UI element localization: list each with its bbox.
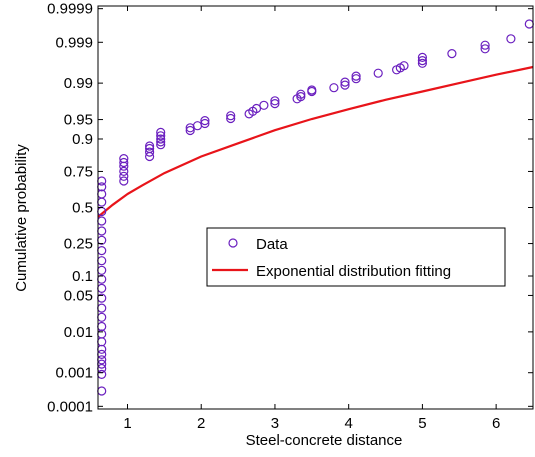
data-point [119,176,129,186]
data-point [119,157,129,168]
x-axis-label: Steel-concrete distance [246,432,403,449]
legend-box [206,227,506,287]
y-tick-label: 0.75 [64,163,93,180]
data-point [373,68,383,78]
data-point [270,96,280,106]
data-point [119,171,129,181]
legend-circle-marker [228,238,238,248]
data-point [351,74,361,84]
y-tick-label: 0.05 [64,287,93,304]
data-point [156,131,166,141]
data-point [351,71,361,81]
y-tick-label: 0.001 [55,365,93,382]
data-point [329,83,339,93]
data-point [145,143,155,154]
x-tick-label: 3 [271,415,279,432]
x-axis: 1 2 3 4 5 6 [123,6,500,432]
fit-line [97,65,534,218]
data-point [156,134,166,144]
x-tick-label: 4 [345,415,353,432]
y-tick-label: 0.9 [72,131,93,148]
data-point [296,89,306,99]
y-tick-label: 0.5 [72,200,93,217]
y-tick-label: 0.999 [55,34,93,51]
data-point [145,147,155,157]
data-point [417,52,427,63]
legend-marker-data [228,238,238,248]
data-point [226,113,236,124]
data-point [417,55,427,66]
data-point [145,141,155,151]
data-point [119,166,129,176]
data-point [259,100,269,110]
data-point [270,98,280,109]
data-point [399,61,409,71]
data-point [506,34,516,44]
y-tick-label: 0.99 [64,75,93,92]
y-tick-label: 0.9999 [47,1,93,18]
data-point [307,85,317,95]
y-axis: 0.9999 0.999 0.99 0.95 0.9 0.75 0.5 0.25 0.1 0.05… [47,1,533,415]
y-tick-label: 0.01 [64,324,93,341]
x-tick-label: 1 [123,415,131,432]
data-point [119,154,129,164]
data-point [296,91,306,102]
x-tick-label: 6 [492,415,500,432]
legend: Data Exponential distribution fitting [206,227,506,287]
y-tick-label: 0.0001 [47,398,93,415]
data-point [480,40,490,50]
data-point [447,48,457,59]
y-axis-label: Cumulative probability [13,144,30,292]
y-tick-label: 0.95 [64,112,93,129]
data-point [417,58,427,68]
data-point [480,44,490,54]
legend-label-data: Data [256,236,288,253]
y-tick-label: 0.1 [72,268,93,285]
legend-label-fit: Exponential distribution fitting [256,263,451,280]
x-tick-label: 2 [197,415,205,432]
data-point [200,118,210,129]
data-point [251,103,262,114]
y-tick-label: 0.25 [64,236,93,253]
x-tick-label: 5 [418,415,426,432]
data-point [226,111,236,121]
plot-area [98,6,533,409]
data-point [340,80,350,90]
data-point [156,140,166,150]
data-point [156,127,166,137]
fit-line-layer [97,65,534,218]
data-point [340,77,350,87]
data-point [156,137,166,147]
data-point [200,115,210,126]
data-point [185,125,195,136]
